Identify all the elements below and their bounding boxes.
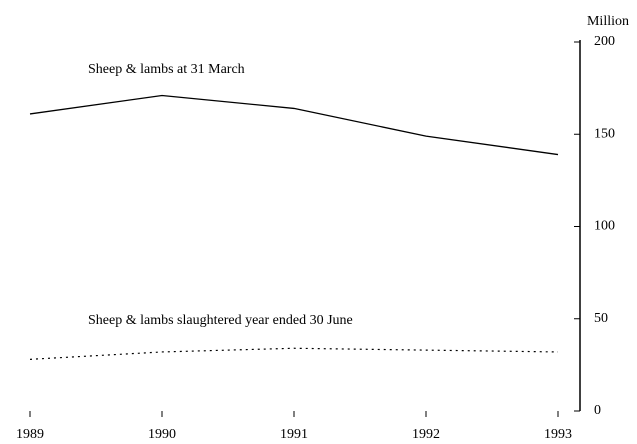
x-tick-label: 1989 [16,427,44,442]
x-tick-label: 1993 [544,427,572,442]
y-tick-label: 50 [594,311,608,326]
series-line [29,347,559,360]
x-tick-label: 1992 [412,427,440,442]
y-axis-label: Million [587,14,629,29]
series-label: Sheep & lambs at 31 March [88,62,245,77]
x-tick-label: 1991 [280,427,308,442]
y-tick-label: 100 [594,219,615,234]
y-tick-label: 150 [594,126,615,141]
x-tick-label: 1990 [148,427,176,442]
series-line [29,94,559,156]
series-label: Sheep & lambs slaughtered year ended 30 … [88,313,353,328]
y-tick-label: 0 [594,403,601,418]
y-tick-label: 200 [594,34,615,49]
